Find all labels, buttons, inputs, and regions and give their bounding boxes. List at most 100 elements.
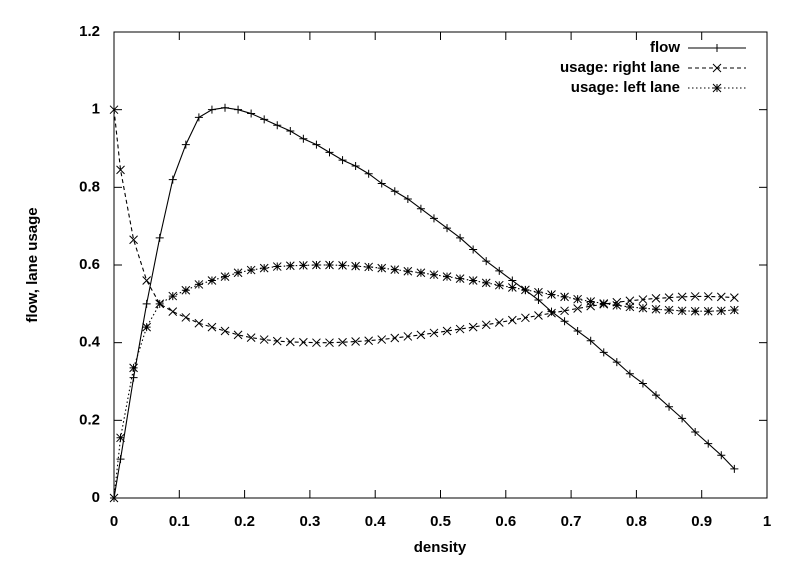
data-point <box>508 276 517 285</box>
data-point <box>665 402 674 411</box>
data-point <box>142 299 151 308</box>
data-point <box>455 324 465 334</box>
data-point <box>246 265 256 275</box>
data-point <box>416 330 426 340</box>
data-point <box>468 322 478 332</box>
data-point <box>416 204 425 213</box>
data-point <box>181 140 190 149</box>
data-point <box>638 303 648 313</box>
data-point <box>364 262 374 272</box>
legend-marker <box>713 44 721 52</box>
data-point <box>351 161 360 170</box>
data-point <box>312 140 321 149</box>
legend-label: usage: left lane <box>571 79 680 96</box>
data-point <box>364 169 373 178</box>
data-point <box>181 285 191 295</box>
data-point <box>194 318 204 328</box>
data-point <box>481 320 491 330</box>
data-point <box>377 179 386 188</box>
data-point <box>142 276 152 285</box>
data-point <box>403 194 412 203</box>
data-point <box>233 330 243 340</box>
data-point <box>521 285 530 295</box>
data-point <box>638 379 647 388</box>
data-point <box>495 266 504 275</box>
data-point <box>469 245 478 254</box>
data-point <box>220 272 230 282</box>
data-point <box>286 127 295 136</box>
data-point <box>625 302 635 312</box>
data-point <box>377 263 387 273</box>
data-point <box>109 493 119 503</box>
series-line <box>113 107 735 499</box>
data-point <box>690 292 700 301</box>
data-point <box>155 233 164 242</box>
data-point <box>586 336 595 345</box>
data-point <box>207 276 217 285</box>
y-tick-label: 0.6 <box>79 256 100 273</box>
data-point <box>494 280 504 290</box>
y-tick-label: 0 <box>92 489 100 506</box>
data-point <box>312 260 321 270</box>
data-point <box>272 336 282 346</box>
data-point <box>703 292 713 301</box>
data-point <box>443 224 452 233</box>
data-point <box>155 299 165 309</box>
data-point <box>129 235 138 245</box>
data-point <box>442 326 452 336</box>
data-point <box>194 280 204 289</box>
data-point <box>142 322 152 332</box>
data-point <box>612 358 621 367</box>
y-tick-label: 1.2 <box>79 23 100 40</box>
data-point <box>403 266 413 276</box>
data-point <box>677 292 687 302</box>
data-point <box>325 148 334 157</box>
data-point <box>507 315 517 325</box>
data-point <box>246 333 256 342</box>
data-point <box>729 293 739 302</box>
data-point <box>325 260 334 270</box>
data-point <box>259 263 269 273</box>
x-tick-label: 0.1 <box>169 513 190 530</box>
data-point <box>338 261 347 270</box>
x-tick-label: 1 <box>763 513 771 530</box>
data-point <box>534 295 543 304</box>
data-point <box>560 306 569 316</box>
data-point <box>129 363 138 373</box>
data-point <box>403 332 413 341</box>
data-point <box>429 270 439 280</box>
data-point <box>233 268 243 278</box>
data-point <box>560 292 569 302</box>
y-tick-label: 0.2 <box>79 411 100 428</box>
x-axis-label: density <box>414 539 467 556</box>
data-point <box>168 307 178 316</box>
data-point <box>716 306 726 316</box>
x-tick-label: 0.4 <box>365 513 387 530</box>
data-point <box>599 299 609 308</box>
data-point <box>220 326 230 336</box>
data-point <box>664 293 674 302</box>
legend-marker <box>712 83 722 93</box>
data-point <box>129 373 138 382</box>
data-point <box>638 295 648 304</box>
data-point <box>285 337 295 347</box>
data-point <box>234 105 243 114</box>
data-point <box>651 391 660 400</box>
data-point <box>716 292 726 302</box>
legend-label: usage: right lane <box>560 59 680 76</box>
data-point <box>468 276 478 285</box>
data-point <box>272 262 282 271</box>
data-point <box>168 291 178 301</box>
x-tick-label: 0.9 <box>691 513 712 530</box>
data-point <box>429 328 439 338</box>
data-point <box>260 115 269 124</box>
series-line <box>113 264 735 499</box>
data-point <box>690 306 700 316</box>
data-point <box>109 105 119 115</box>
x-tick-label: 0.3 <box>299 513 320 530</box>
data-point <box>703 306 713 316</box>
data-point <box>364 336 374 346</box>
data-point <box>729 305 739 315</box>
x-tick-label: 0.2 <box>234 513 255 530</box>
x-tick-label: 0.5 <box>430 513 451 530</box>
